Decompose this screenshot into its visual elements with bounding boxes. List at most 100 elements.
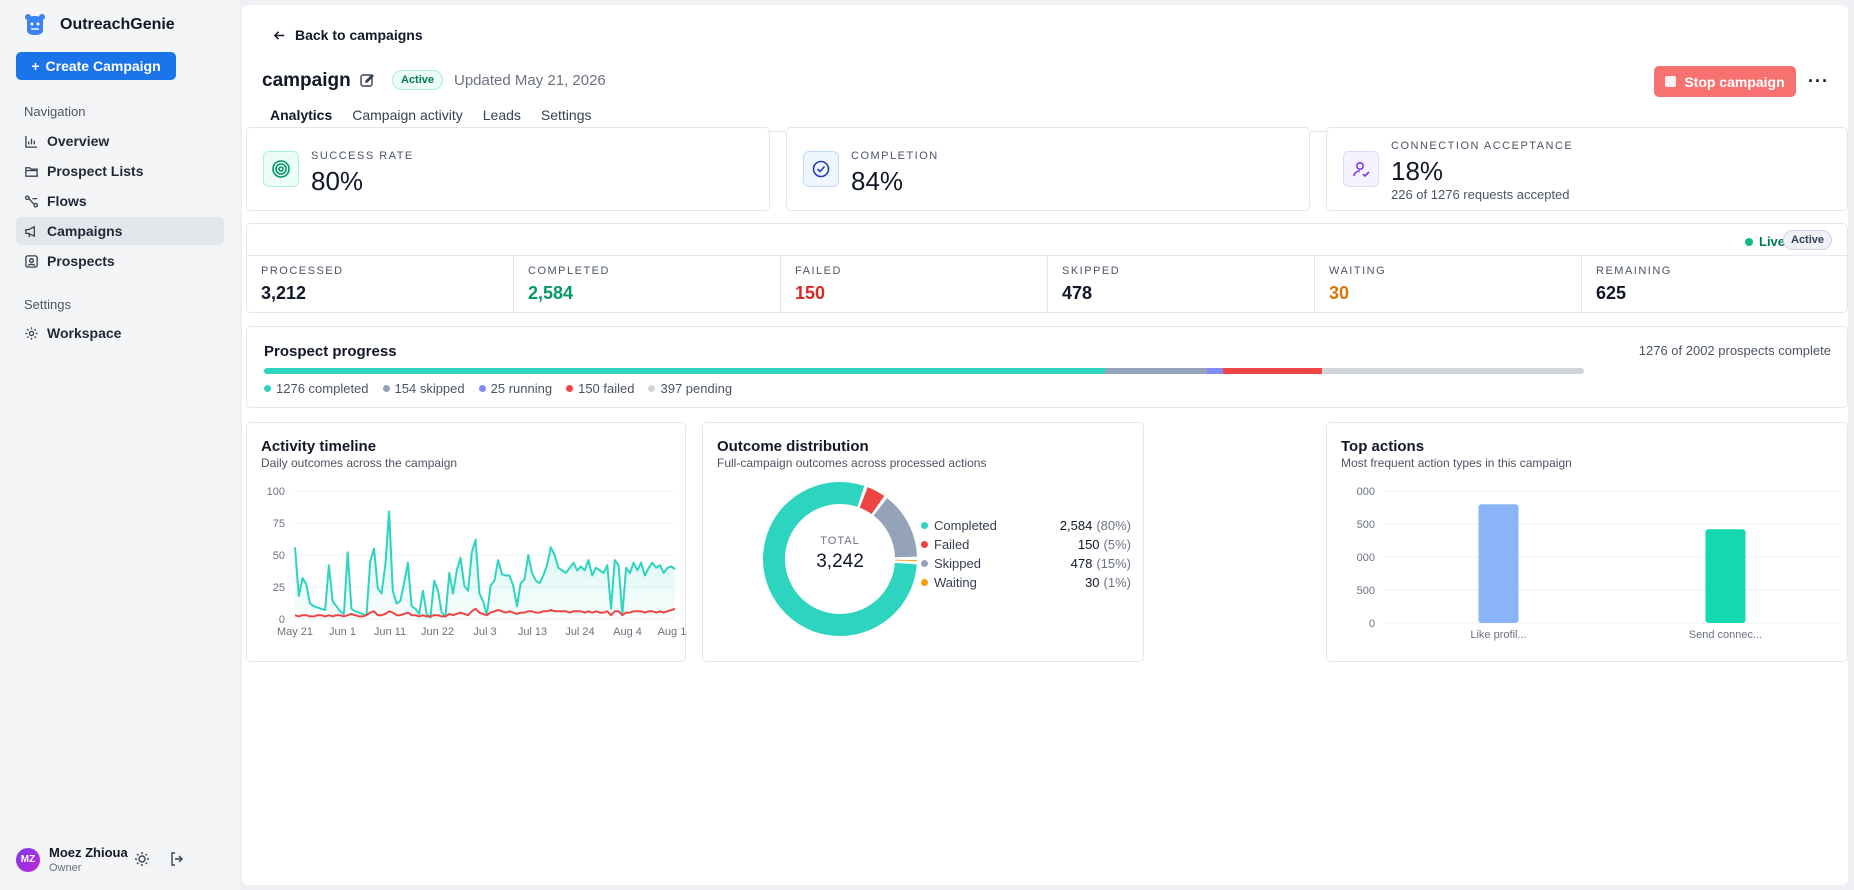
legend-completed: 1276 completed — [264, 381, 369, 396]
legend-skipped: 154 skipped — [382, 381, 465, 396]
stats-status-badge: Active — [1783, 230, 1833, 250]
y-tick-label: 0 — [1369, 618, 1375, 630]
x-tick-label: Jun 11 — [374, 626, 406, 638]
y-tick-label: 100 — [267, 486, 285, 498]
avatar: MZ — [16, 847, 40, 872]
prospect-progress-card: Prospect progress 1276 of 2002 prospects… — [246, 326, 1848, 408]
stats-card: Live Active PROCESSED 3,212 COMPLETED 2,… — [246, 223, 1848, 313]
stat-waiting: WAITING 30 — [1315, 255, 1582, 313]
nav-item-prospect-lists[interactable]: Prospect Lists — [16, 157, 224, 185]
brand[interactable]: OutreachGenie — [22, 12, 175, 38]
navigation-section-label: Navigation — [24, 104, 86, 119]
progress-segment — [1206, 368, 1224, 374]
outcome-donut-chart — [763, 482, 917, 636]
y-tick-label: 25 — [273, 582, 285, 594]
bar-chart-icon — [25, 135, 38, 148]
create-campaign-label: Create Campaign — [45, 58, 161, 74]
arrow-left-icon — [273, 30, 285, 40]
stat-label: COMPLETED — [528, 265, 610, 277]
outcome-legend-skipped: Skipped 478 (15%) — [921, 556, 1131, 571]
legend-value: 2,584 — [1059, 518, 1093, 533]
legend-running: 25 running — [478, 381, 553, 396]
stop-campaign-button[interactable]: Stop campaign — [1654, 66, 1796, 97]
stat-value: 625 — [1596, 283, 1627, 303]
settings-section-label: Settings — [24, 297, 71, 312]
stat-value: 150 — [795, 283, 826, 303]
legend-value: 30 — [1085, 575, 1100, 590]
y-tick-label: 500 — [1357, 519, 1375, 531]
stat-processed: PROCESSED 3,212 — [247, 255, 514, 313]
more-options-icon[interactable]: ··· — [1808, 71, 1829, 91]
legend-dot — [921, 560, 928, 567]
progress-segment — [1105, 368, 1207, 374]
nav-item-overview[interactable]: Overview — [16, 127, 224, 155]
kpi-label: SUCCESS RATE — [311, 150, 414, 162]
donut-total-label: TOTAL — [820, 535, 860, 547]
y-tick-label: 000 — [1357, 486, 1375, 498]
stat-label: FAILED — [795, 265, 842, 277]
x-tick-label: Aug 4 — [613, 626, 642, 638]
chart-subtitle: Most frequent action types in this campa… — [1341, 456, 1572, 470]
nav-item-flows[interactable]: Flows — [16, 187, 224, 215]
chart-subtitle: Daily outcomes across the campaign — [261, 456, 458, 470]
stat-label: WAITING — [1329, 265, 1387, 277]
legend-label: 150 failed — [578, 381, 635, 396]
outcome-legend-waiting: Waiting 30 (1%) — [921, 575, 1131, 590]
x-tick-label: Jul 3 — [473, 626, 496, 638]
kpi-label: COMPLETION — [851, 150, 939, 162]
y-tick-label: 0 — [279, 614, 285, 626]
edit-icon[interactable] — [359, 72, 375, 88]
tabs: Analytics Campaign activity Leads Settin… — [262, 107, 604, 135]
outcome-legend-failed: Failed 150 (5%) — [921, 537, 1131, 552]
nav-item-label: Workspace — [47, 325, 122, 341]
x-tick-label: Jul 13 — [518, 626, 547, 638]
donut-slice — [763, 482, 917, 636]
updated-date: Updated May 21, 2026 — [454, 72, 606, 89]
sun-icon[interactable] — [134, 851, 150, 867]
back-to-campaigns-link[interactable]: Back to campaigns — [272, 27, 423, 43]
top-actions-card: Top actions Most frequent action types i… — [1326, 422, 1848, 662]
user-check-icon — [1343, 151, 1379, 187]
stat-label: REMAINING — [1596, 265, 1672, 277]
legend-dot — [921, 541, 928, 548]
x-tick-label: Like profil... — [1470, 629, 1526, 641]
nav-item-campaigns[interactable]: Campaigns — [16, 217, 224, 245]
plus-icon: + — [31, 58, 40, 74]
tab-settings[interactable]: Settings — [540, 107, 592, 123]
create-campaign-button[interactable]: + Create Campaign — [16, 52, 176, 80]
user-profile[interactable]: MZ Moez Zhioua Owner — [16, 845, 128, 874]
genie-logo-icon — [25, 14, 45, 35]
legend-label: Skipped — [934, 556, 981, 571]
stat-failed: FAILED 150 — [781, 255, 1048, 313]
stat-remaining: REMAINING 625 — [1582, 255, 1848, 313]
legend-label: 25 running — [490, 381, 553, 396]
nav-item-prospects[interactable]: Prospects — [16, 247, 224, 275]
legend-value: 150 — [1077, 537, 1100, 552]
legend-percent: (80%) — [1096, 518, 1131, 533]
live-label: Live — [1759, 234, 1786, 249]
legend-label: Waiting — [934, 575, 977, 590]
legend-dot — [264, 385, 271, 392]
tab-leads[interactable]: Leads — [482, 107, 521, 123]
outcome-distribution-card: Outcome distribution Full-campaign outco… — [702, 422, 1144, 662]
chart-title: Top actions — [1341, 438, 1425, 455]
target-icon — [263, 151, 299, 187]
tab-campaign-activity[interactable]: Campaign activity — [352, 107, 463, 123]
legend-percent: (15%) — [1096, 556, 1131, 571]
x-tick-label: Send connec... — [1689, 629, 1762, 641]
legend-dot — [921, 579, 928, 586]
progress-summary: 1276 of 2002 prospects complete — [1638, 343, 1831, 358]
series-line — [294, 510, 676, 619]
logout-icon[interactable] — [169, 851, 185, 867]
nav-item-workspace[interactable]: Workspace — [16, 319, 224, 347]
legend-percent: (1%) — [1103, 575, 1131, 590]
kpi-value: 18% — [1391, 156, 1444, 186]
kpi-card-connection-acceptance: CONNECTION ACCEPTANCE 18% 226 of 1276 re… — [1326, 127, 1848, 211]
live-dot-icon — [1745, 237, 1753, 246]
y-tick-label: 000 — [1357, 552, 1375, 564]
progress-legend: 1276 completed 154 skipped 25 running 15… — [264, 381, 732, 396]
contact-icon — [25, 254, 38, 268]
activity-timeline-card: Activity timeline Daily outcomes across … — [246, 422, 687, 662]
page-title: campaign — [262, 70, 351, 91]
x-tick-label: Jun 22 — [421, 626, 454, 638]
